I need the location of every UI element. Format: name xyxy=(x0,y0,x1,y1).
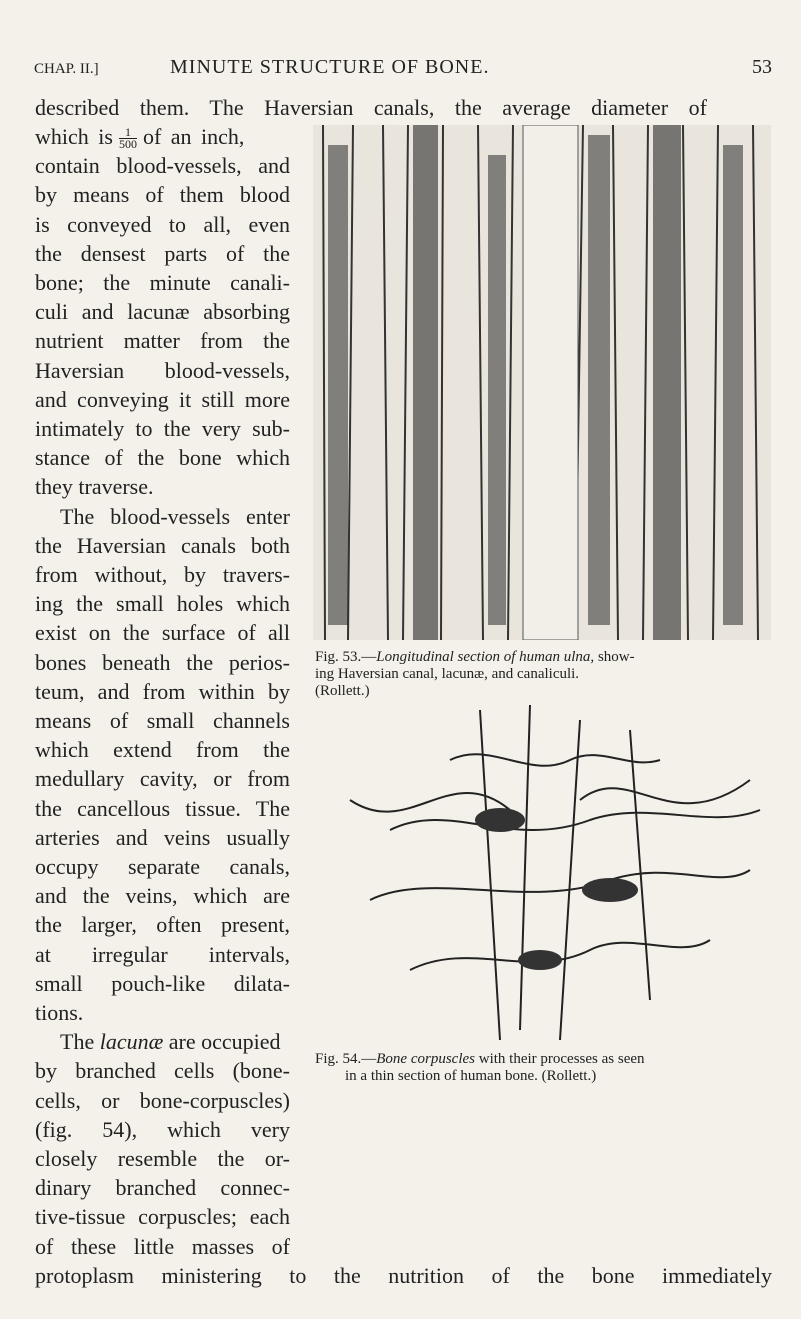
text-run: are occupied xyxy=(163,1029,281,1055)
text-line: bone; the minute canali- xyxy=(35,270,290,295)
text-line: which extend from the xyxy=(35,737,290,763)
text-line: occupy separate canals, xyxy=(35,854,290,879)
page-number: 53 xyxy=(752,56,772,78)
text-line: The lacunæ are occupied xyxy=(60,1029,290,1055)
caption-line: ing Haversian canal, lacunæ, and canalic… xyxy=(315,666,580,682)
text-line: the larger, often present, xyxy=(35,912,290,938)
caption-line: Fig. 53.—Longitudinal section of human u… xyxy=(315,649,635,666)
running-title: MINUTE STRUCTURE OF BONE. xyxy=(170,56,490,78)
text-run: of an inch, xyxy=(142,124,245,149)
text-run: lacunæ xyxy=(99,1029,164,1055)
fraction: 1 500 xyxy=(118,126,137,152)
text-line: the densest parts of the xyxy=(35,240,290,266)
text-line: nutrient matter from the xyxy=(35,328,290,354)
text-line: tive-tissue corpuscles; each xyxy=(35,1204,290,1230)
text-run: Fig. 53.— xyxy=(315,649,377,665)
text-line: tions. xyxy=(35,1000,84,1025)
text-line: The blood-vessels enter xyxy=(60,503,290,529)
text-line: (fig. 54), which very xyxy=(35,1116,290,1142)
text-line: by branched cells (bone- xyxy=(35,1058,290,1084)
text-run: Fig. 54.— xyxy=(315,1051,377,1067)
text-line: exist on the surface of all xyxy=(35,620,290,646)
text-line: at irregular intervals, xyxy=(35,941,290,967)
text-line: and the veins, which are xyxy=(35,883,290,909)
text-line: teum, and from within by xyxy=(35,678,290,704)
figure-caption: Fig. 53.—Longitudinal section of human u… xyxy=(315,649,635,700)
caption-line: in a thin section of human bone. (Rollet… xyxy=(345,1068,597,1084)
text-line: of these little masses of xyxy=(35,1233,290,1259)
text-run: which is xyxy=(35,124,113,149)
text-line: bones beneath the perios- xyxy=(35,649,290,675)
caption-line: Fig. 54.—Bone corpuscles with their proc… xyxy=(315,1051,645,1068)
text-line: dinary branched connec- xyxy=(35,1175,290,1201)
text-line: means of small channels xyxy=(35,708,290,733)
text-line: described them. The Haversian canals, th… xyxy=(35,95,707,120)
text-line: which is 1 500 of an inch, xyxy=(35,124,290,150)
text-line: arteries and veins usually xyxy=(35,824,290,850)
text-line: ing the small holes which xyxy=(35,591,290,617)
text-line: the cancellous tissue. The xyxy=(35,795,290,821)
text-line: stance of the bone which xyxy=(35,445,290,471)
chapter-label: CHAP. II.] xyxy=(34,61,99,77)
text-line: from without, by travers- xyxy=(35,562,290,587)
text-line: intimately to the very sub- xyxy=(35,416,290,441)
text-run: show- xyxy=(594,649,635,665)
text-line: Haversian blood-vessels, xyxy=(35,357,290,383)
text-line: cells, or bone-corpuscles) xyxy=(35,1087,290,1113)
text-run: Bone corpuscles xyxy=(376,1051,475,1067)
text-line: small pouch-like dilata- xyxy=(35,970,290,996)
text-run: 500 xyxy=(118,137,137,152)
figure-53-illustration xyxy=(313,125,771,640)
text-line: culi and lacunæ absorbing xyxy=(35,299,290,325)
text-line: and conveying it still more xyxy=(35,386,290,412)
text-run: Longitudinal section of human ulna, xyxy=(376,649,595,665)
text-line: is conveyed to all, even xyxy=(35,211,290,237)
text-line: protoplasm ministering to the nutrition … xyxy=(35,1262,772,1288)
text-run: The xyxy=(60,1029,100,1055)
text-line: they traverse. xyxy=(35,474,154,500)
figure-caption: Fig. 54.—Bone corpuscles with their proc… xyxy=(315,1051,645,1085)
text-line: contain blood-vessels, and xyxy=(35,153,290,179)
text-line: closely resemble the or- xyxy=(35,1146,290,1171)
text-line: by means of them blood xyxy=(35,182,290,208)
figure-54-illustration xyxy=(349,704,761,1041)
caption-line: (Rollett.) xyxy=(315,683,370,699)
text-run: with their processes as seen xyxy=(475,1051,645,1067)
text-run: 1 xyxy=(118,126,137,140)
text-line: medullary cavity, or from xyxy=(35,766,290,792)
text-line: the Haversian canals both xyxy=(35,532,290,558)
